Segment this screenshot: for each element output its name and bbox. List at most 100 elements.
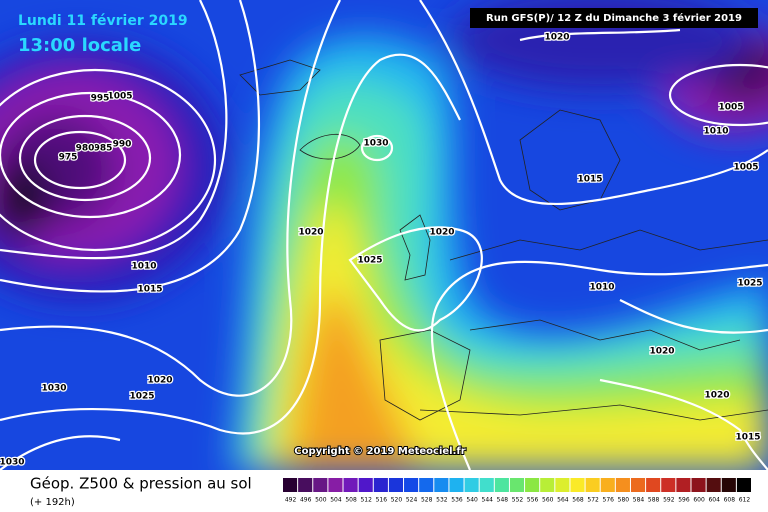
forecast-time: 13:00 locale	[18, 35, 141, 56]
scale-label: 512	[360, 497, 372, 504]
scale-label: 596	[678, 497, 690, 504]
forecast-date: Lundi 11 février 2019	[18, 13, 188, 29]
scale-label: 500	[315, 497, 327, 504]
isobar-label: 1020	[147, 376, 172, 386]
scale-swatch	[494, 478, 509, 492]
isobars	[0, 0, 768, 470]
scale-label: 560	[542, 497, 554, 504]
scale-label: 496	[300, 497, 312, 504]
legend-title: Géop. Z500 & pression au sol	[30, 475, 252, 493]
scale-label: 532	[436, 497, 448, 504]
isobar-label: 1030	[0, 458, 25, 468]
scale-swatch	[479, 478, 494, 492]
scale-swatch	[661, 478, 676, 492]
scale-swatch	[676, 478, 691, 492]
isobar-label: 1020	[544, 33, 569, 43]
scale-swatch	[358, 478, 373, 492]
isobar-label: 1025	[129, 392, 154, 402]
isobar-label: 1030	[363, 139, 388, 149]
scale-swatch	[464, 478, 479, 492]
scale-label: 576	[603, 497, 615, 504]
isobar-label: 1010	[131, 262, 156, 272]
scale-swatch	[721, 478, 736, 492]
scale-swatch	[706, 478, 721, 492]
isobar-label: 1025	[737, 279, 762, 289]
scale-swatch	[313, 478, 328, 492]
isobar-label: 990	[113, 140, 132, 150]
color-scale: 492 496 500 504 508 512 516 520 524 528 532 536 540 5…	[283, 478, 751, 504]
isobar-label: 980	[76, 144, 95, 154]
scale-swatch	[615, 478, 630, 492]
geopotential-field	[0, 0, 768, 470]
scale-label: 604	[708, 497, 720, 504]
scale-label: 548	[497, 497, 509, 504]
scale-swatch	[630, 478, 646, 492]
isobar-label: 1025	[357, 256, 382, 266]
scale-label: 568	[572, 497, 584, 504]
isobar-label: 1020	[704, 391, 729, 401]
scale-label: 520	[391, 497, 403, 504]
scale-label: 544	[482, 497, 494, 504]
scale-label: 540	[466, 497, 478, 504]
scale-label: 572	[587, 497, 599, 504]
scale-swatch	[283, 478, 298, 492]
legend-subtitle: (+ 192h)	[30, 497, 75, 508]
scale-label: 612	[739, 497, 751, 504]
scale-label: 608	[724, 497, 736, 504]
scale-swatch	[570, 478, 585, 492]
scale-swatch	[328, 478, 343, 492]
isobar-label: 985	[94, 144, 113, 154]
isobar-label: 1010	[589, 283, 614, 293]
scale-swatch	[449, 478, 464, 492]
scale-label: 600	[693, 497, 705, 504]
isobar-label: 1015	[577, 175, 602, 185]
scale-swatch	[585, 478, 600, 492]
scale-swatch	[736, 478, 751, 492]
scale-swatch	[298, 478, 313, 492]
isobar-label: 1020	[649, 347, 674, 357]
run-box	[470, 8, 758, 28]
scale-swatch	[555, 478, 570, 492]
isobar-label: 975	[59, 153, 78, 163]
isobar-label: 1015	[137, 285, 162, 295]
scale-swatch	[525, 478, 540, 492]
scale-label: 564	[557, 497, 569, 504]
isobar-label: 1015	[735, 433, 760, 443]
isobar-label: 1005	[733, 163, 758, 173]
isobar-label: 1030	[41, 384, 66, 394]
scale-swatch	[434, 478, 449, 492]
isobar-label: 1005	[107, 92, 132, 102]
scale-label: 592	[663, 497, 675, 504]
isobar-label: 1020	[429, 228, 454, 238]
scale-swatch	[419, 478, 434, 492]
isobar-label: 1020	[298, 228, 323, 238]
scale-swatch	[600, 478, 615, 492]
copyright: Copyright © 2019 Meteociel.fr	[294, 446, 465, 457]
scale-label: 528	[421, 497, 433, 504]
scale-swatch	[646, 478, 661, 492]
isobar-label: 1005	[718, 103, 743, 113]
run-info: Run GFS(P)/ 12 Z du Dimanche 3 février 2…	[486, 12, 742, 24]
scale-swatch	[343, 478, 358, 492]
isobar-label: 995	[91, 94, 110, 104]
scale-label: 580	[618, 497, 630, 504]
scale-label: 516	[376, 497, 388, 504]
scale-label: 504	[330, 497, 342, 504]
scale-swatch	[509, 478, 525, 492]
scale-swatch	[540, 478, 555, 492]
scale-label: 508	[345, 497, 357, 504]
scale-label: 556	[527, 497, 539, 504]
isobar-label: 1010	[703, 127, 728, 137]
scale-swatch	[691, 478, 706, 492]
scale-swatch	[388, 478, 404, 492]
scale-label: 588	[648, 497, 660, 504]
scale-label: 524	[406, 497, 418, 504]
scale-label: 536	[451, 497, 463, 504]
scale-label: 584	[633, 497, 645, 504]
scale-label: 492	[285, 497, 297, 504]
scale-swatch	[404, 478, 419, 492]
scale-label: 552	[512, 497, 524, 504]
